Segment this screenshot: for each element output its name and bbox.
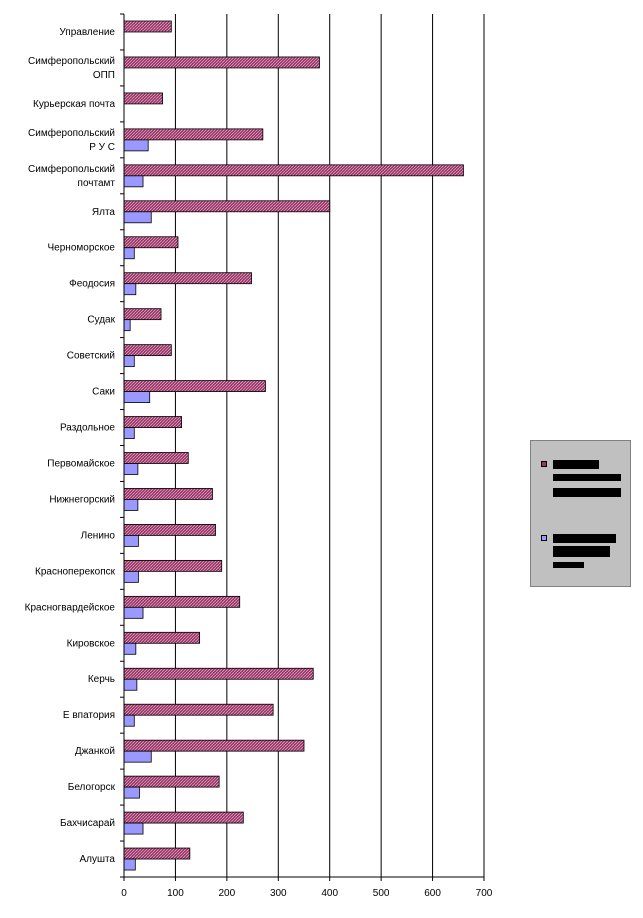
bar-series-1 [123,200,331,213]
category-label: Алушта [79,854,115,865]
bar-series-2 [123,822,144,835]
x-tick-label: 300 [270,888,287,899]
bar-series-1 [123,488,213,500]
bar-series-1 [123,667,314,680]
axes [120,13,485,881]
bar-series-2 [123,355,135,368]
bar-series-1 [123,739,305,752]
legend-text-redacted [553,488,621,497]
legend-text-redacted [553,460,599,469]
bar-series-2 [123,211,152,224]
bar-series-1 [123,128,264,141]
x-tick-label: 500 [373,888,390,899]
bar-series-1 [123,524,216,536]
category-label: Кировское [67,638,116,649]
category-label: Ленино [81,530,116,541]
bar-series-1 [123,416,182,428]
category-label: Нижнегорский [49,494,115,505]
x-tick-label: 0 [121,888,127,899]
category-label: Керчь [88,674,115,685]
category-label: Курьерская почта [33,99,115,110]
legend-text-redacted [553,474,621,481]
bar-series-1 [123,775,220,788]
category-label: почтамт [78,178,116,189]
category-label: Ялта [92,207,116,218]
category-label: Феодосия [69,279,115,290]
x-tick-label: 400 [321,888,338,899]
bar-series-2 [123,391,151,403]
bar-series-2 [123,463,139,475]
x-tick-label: 700 [476,888,493,899]
bar-series-2 [123,606,144,619]
bar-series-2 [123,247,135,260]
category-label: Управление [59,27,115,38]
bar-series-2 [123,139,149,152]
bar-series-1 [123,56,320,69]
bars [123,20,464,871]
category-label: Е впатория [63,710,115,721]
bar-series-1 [123,631,200,644]
category-label: Симферопольский [28,127,115,139]
category-label: Черноморское [48,243,116,254]
bar-series-2 [123,427,135,439]
bar-series-2 [123,714,135,727]
bar-series-2 [123,175,144,188]
category-label: Симферопольский [28,163,115,175]
category-label: Р У С [89,142,115,153]
x-tick-label: 100 [167,888,184,899]
bar-series-2 [123,570,139,583]
legend-text-redacted [553,562,584,568]
category-label: Саки [92,387,115,398]
bar-series-2 [123,283,137,296]
legend-text-redacted [553,546,610,557]
category-label: Судак [87,315,115,326]
gridlines [174,14,485,877]
category-labels: Управление Симферопольский ОПП Курьерская п… [25,27,116,865]
legend-swatch-series-1 [541,461,547,467]
category-label: Первомайское [47,458,115,469]
bar-series-1 [123,847,191,860]
category-label: Бахчисарай [60,818,115,829]
bar-series-1 [123,595,241,608]
bar-series-2 [123,750,152,763]
bar-series-2 [123,319,131,332]
bar-series-2 [123,642,137,655]
bar-series-1 [123,703,274,716]
category-label: Советский [67,351,115,362]
bar-series-1 [123,92,163,105]
bar-series-1 [123,20,172,33]
category-label: Раздольное [60,423,115,434]
bar-series-1 [123,236,179,249]
bar-series-1 [123,452,189,464]
bar-series-1 [123,559,223,572]
legend-text-redacted [553,534,616,543]
bar-series-1 [123,164,464,177]
tick-labels: 0 100 200 300 400 500 600 700 [121,888,493,899]
category-label: ОПП [93,70,115,81]
bar-series-2 [123,786,140,799]
bar-series-1 [123,272,252,285]
bar-series-2 [123,535,139,547]
legend-swatch-series-2 [541,535,547,541]
bar-series-1 [123,811,244,824]
category-label: Джанкой [75,746,115,757]
category-label: Симферопольский [28,55,115,67]
bar-series-1 [123,308,162,321]
legend [530,440,631,587]
bar-series-1 [123,380,266,392]
category-label: Красноперекопск [35,566,116,577]
bar-series-2 [123,499,139,511]
x-tick-label: 200 [219,888,236,899]
category-label: Белогорск [68,782,116,793]
bar-series-2 [123,858,136,871]
x-tick-label: 600 [424,888,441,899]
bar-series-2 [123,678,138,691]
bar-series-1 [123,344,172,357]
category-label: Красногвардейское [25,602,116,613]
